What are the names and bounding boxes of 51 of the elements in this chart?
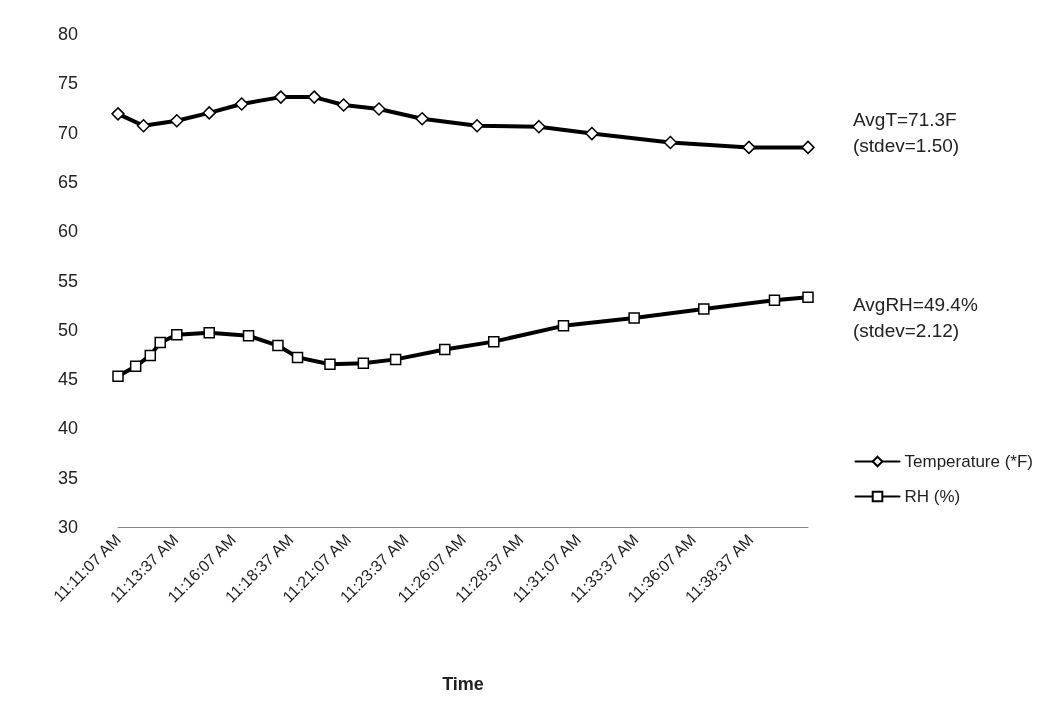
text: AvgRH=49.4% (stdev=2.12) [853,293,978,341]
point [171,328,183,341]
point [415,112,429,126]
point [698,303,710,315]
legend-label: RH (%) [904,487,961,506]
legend-label: Temperature (*F) [904,452,1033,471]
y-tick-label: 50 [57,319,78,340]
point [470,118,484,133]
point [242,329,255,342]
point [389,353,402,366]
y-tick-label: 30 [57,517,78,537]
y-tick-label: 75 [57,73,78,94]
y-tick-label: 35 [57,467,78,488]
y-tick-label: 60 [57,221,78,242]
point [336,98,351,112]
point [488,335,500,348]
point [154,336,166,349]
point [742,140,756,155]
point [203,327,215,339]
point [274,90,288,104]
point [585,126,599,141]
point [144,349,157,362]
point [372,102,386,116]
point [307,90,321,104]
y-tick-label: 80 [57,24,78,44]
x-axis-title: Time [442,674,484,694]
point [136,118,151,133]
point [112,370,124,382]
point [628,312,640,324]
text: AvgT=71.3F (stdev=1.50) [853,108,960,156]
point [557,320,570,332]
point [768,294,781,306]
point [111,107,125,121]
point [129,360,142,373]
point [202,106,216,120]
y-tick-label: 70 [57,122,78,143]
point [170,114,184,128]
point [801,140,815,155]
y-tick-label: 65 [57,171,78,192]
point [234,97,249,111]
point [802,291,814,304]
y-tick-label: 45 [57,369,78,390]
point [291,351,304,364]
y-tick-label: 40 [57,418,78,439]
y-tick-label: 55 [57,270,78,291]
point [439,343,451,356]
point [663,135,678,150]
point [357,357,370,370]
point [272,339,284,352]
point [532,119,546,134]
point [324,358,336,371]
